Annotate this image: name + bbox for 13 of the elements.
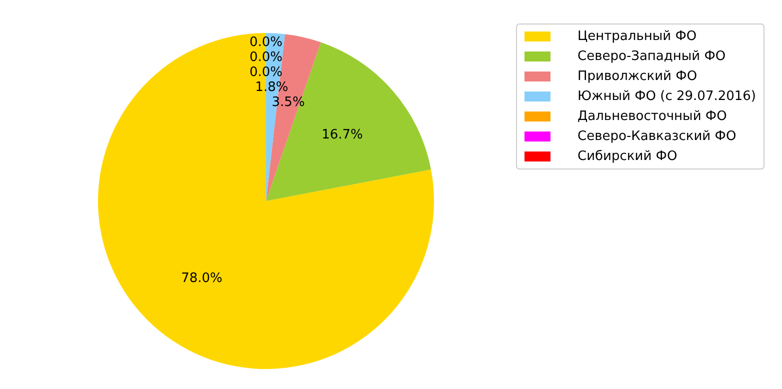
data-label: 16.7%	[322, 128, 363, 143]
text: 0.0%	[249, 50, 283, 66]
legend-label: Дальневосточный ФО	[578, 109, 727, 124]
legend-label: Приволжский ФО	[578, 69, 698, 84]
legend-label: Северо-Западный ФО	[578, 49, 726, 64]
data-label: 1.8%	[255, 80, 288, 96]
legend-label: Центральный ФО	[578, 29, 697, 44]
legend-label: Северо-Кавказский ФО	[578, 129, 736, 144]
text: 0.0%	[249, 35, 283, 50]
data-label: 3.5%	[272, 95, 305, 110]
data-label: 78.0%	[181, 271, 222, 286]
legend-label: Сибирский ФО	[578, 149, 678, 164]
legend-label: Южный ФО (с 29.07.2016)	[578, 89, 756, 104]
